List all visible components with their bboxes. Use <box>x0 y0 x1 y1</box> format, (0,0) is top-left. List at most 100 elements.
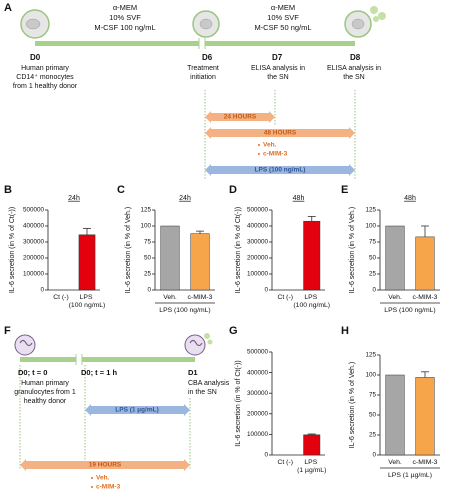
timeline-bar <box>35 41 355 46</box>
bullet <box>258 153 260 155</box>
x-tick-label: c-MIM-3 <box>413 294 438 301</box>
y-tick-label: 0 <box>264 452 268 459</box>
group-label: LPS (1 µg/mL) <box>388 472 432 479</box>
cell-icon <box>20 9 50 39</box>
chart-title: 48h <box>293 195 305 202</box>
medium-text: M-CSF 50 ng/mL <box>254 23 311 32</box>
bar <box>190 233 210 291</box>
y-axis-label: IL-6 secretion (in % of Veh.) <box>125 207 132 293</box>
bullet <box>91 486 93 488</box>
y-tick-label: 0 <box>372 452 376 459</box>
x-tick-label: Ct (-) <box>278 459 293 466</box>
day-description: the SN <box>343 74 364 81</box>
x-tick-label: LPS (1 µg/mL) <box>297 459 326 474</box>
y-tick-label: 100 <box>140 223 151 230</box>
panel-letter: C <box>117 184 125 196</box>
duration-arrow <box>20 459 190 471</box>
y-axis-label: IL-6 secretion (in % of Veh.) <box>349 207 356 293</box>
medium-text: M-CSF 100 ng/mL <box>94 23 155 32</box>
day-description: from 1 healthy donor <box>13 83 78 90</box>
y-tick-label: 200000 <box>23 255 45 262</box>
arrow-label: 48 HOURS <box>264 130 297 137</box>
duration-arrow <box>205 164 355 176</box>
y-tick-label: 300000 <box>247 390 269 397</box>
group-label: LPS (100 ng/mL) <box>384 307 435 314</box>
x-tick-label-line: LPS <box>304 459 319 466</box>
medium-text: α-MEM <box>113 3 137 12</box>
arrow-label: LPS (1 µg/mL) <box>115 407 158 414</box>
y-tick-label: 50 <box>369 412 377 419</box>
bar <box>78 234 96 291</box>
chart-title: 24h <box>68 195 80 202</box>
timeline-break <box>76 354 82 365</box>
y-tick-label: 500000 <box>247 349 269 356</box>
day-description: in the SN <box>188 389 217 396</box>
x-tick-label: Veh. <box>388 294 402 301</box>
day-label: D7 <box>272 53 283 62</box>
bar <box>385 225 405 291</box>
x-tick-label: Ct (-) <box>278 294 293 301</box>
y-tick-label: 100 <box>365 223 376 230</box>
y-tick-label: 75 <box>369 392 377 399</box>
y-tick-label: 0 <box>264 287 268 294</box>
day-label: D1 <box>188 368 198 377</box>
day-description: healthy donor <box>24 398 67 405</box>
y-tick-label: 25 <box>369 432 377 439</box>
x-tick-label: LPS (100 ng/mL) <box>293 294 330 309</box>
y-tick-label: 50 <box>144 255 152 262</box>
group-label: LPS (100 ng/mL) <box>159 307 210 314</box>
y-axis-label: IL-6 secretion (in % of Ct(-)) <box>235 207 242 293</box>
timeline-break <box>199 38 205 49</box>
bar <box>415 377 435 456</box>
day-description: CBA analysis <box>188 380 230 387</box>
treatment-label: c-MIM-3 <box>263 151 288 158</box>
duration-arrow <box>205 127 355 139</box>
y-tick-label: 400000 <box>247 369 269 376</box>
y-axis-label: IL-6 secretion (in % of Veh.) <box>349 362 356 448</box>
cell-icon <box>344 6 386 38</box>
panel-letter: D <box>229 184 237 196</box>
y-tick-label: 75 <box>144 239 152 246</box>
x-tick-label-line: LPS <box>304 294 319 301</box>
day-description: Human primary <box>21 380 69 387</box>
y-tick-label: 100 <box>365 372 376 379</box>
x-tick-label: LPS (100 ng/mL) <box>69 294 106 309</box>
y-tick-label: 200000 <box>247 255 269 262</box>
day-label: D6 <box>202 53 213 62</box>
bar <box>415 236 435 291</box>
day-description: ELISA analysis in <box>251 65 305 72</box>
panel-letter: B <box>4 184 12 196</box>
y-tick-label: 50 <box>369 255 377 262</box>
x-tick-label-line: (100 ng/mL) <box>293 302 330 309</box>
arrow-label: 19 HOURS <box>89 462 122 469</box>
medium-text: 10% SVF <box>267 13 299 22</box>
cell-icon <box>14 334 36 356</box>
arrow-label: LPS (100 ng/mL) <box>255 167 306 174</box>
y-tick-label: 75 <box>369 239 377 246</box>
y-axis-label: IL-6 secretion (in % of Ct(-)) <box>9 207 16 293</box>
x-tick-label: Veh. <box>163 294 177 301</box>
chart-title: 48h <box>404 195 416 202</box>
chart-title: 24h <box>179 195 191 202</box>
bar <box>303 434 321 456</box>
day-description: CD14⁺ monocytes <box>16 74 74 81</box>
y-tick-label: 125 <box>365 207 376 214</box>
y-tick-label: 125 <box>140 207 151 214</box>
cell-icon <box>184 333 213 356</box>
y-tick-label: 500000 <box>23 207 45 214</box>
timeline-bar <box>20 357 195 362</box>
y-tick-label: 300000 <box>247 239 269 246</box>
bullet <box>91 477 93 479</box>
y-tick-label: 300000 <box>23 239 45 246</box>
duration-arrow <box>85 404 190 416</box>
x-tick-label-line: (100 ng/mL) <box>69 302 106 309</box>
y-tick-label: 0 <box>147 287 151 294</box>
y-tick-label: 100000 <box>23 271 45 278</box>
day-label: D0; t = 1 h <box>81 368 117 377</box>
y-tick-label: 200000 <box>247 410 269 417</box>
y-axis-label: IL-6 secretion (in % of Ct(-)) <box>235 360 242 446</box>
day-label: D8 <box>350 53 361 62</box>
treatment-label: Veh. <box>96 475 110 482</box>
y-tick-label: 100000 <box>247 431 269 438</box>
